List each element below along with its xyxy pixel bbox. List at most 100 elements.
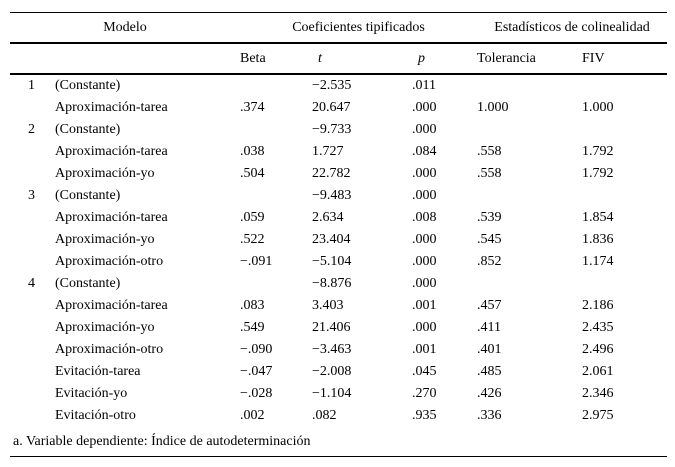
p-value: .000 bbox=[412, 166, 437, 181]
footnote-row: a. Variable dependiente: Índice de autod… bbox=[10, 427, 667, 457]
beta-value: .549 bbox=[240, 320, 265, 335]
variable-name: (Constante) bbox=[55, 188, 121, 203]
variable-name: Aproximación-otro bbox=[55, 254, 164, 269]
header-modelo: Modelo bbox=[10, 12, 240, 44]
model-number bbox=[10, 251, 55, 273]
beta-value: .038 bbox=[240, 144, 265, 159]
model-number bbox=[10, 229, 55, 251]
tolerancia-value: .539 bbox=[477, 210, 502, 225]
model-number bbox=[10, 317, 55, 339]
model-number bbox=[10, 361, 55, 383]
fiv-value: 1.792 bbox=[582, 144, 614, 159]
variable-name: Aproximación-yo bbox=[55, 166, 155, 181]
p-value: .935 bbox=[412, 408, 437, 423]
fiv-value: 2.496 bbox=[582, 342, 614, 357]
p-value: .000 bbox=[412, 254, 437, 269]
beta-value bbox=[240, 74, 312, 97]
p-value: .001 bbox=[412, 342, 437, 357]
t-value: 1.727 bbox=[312, 144, 344, 159]
model-number bbox=[10, 405, 55, 427]
beta-value bbox=[240, 119, 312, 141]
p-value: .000 bbox=[412, 232, 437, 247]
column-header-tolerancia: Tolerancia bbox=[477, 43, 583, 75]
tolerancia-value bbox=[477, 74, 582, 97]
fiv-value: 1.792 bbox=[582, 166, 614, 181]
variable-name: Evitación-otro bbox=[55, 408, 136, 423]
p-value: .000 bbox=[412, 188, 437, 203]
variable-name: Aproximación-yo bbox=[55, 232, 155, 247]
variable-name: (Constante) bbox=[55, 276, 121, 291]
fiv-value: 2.346 bbox=[582, 386, 614, 401]
p-value: .000 bbox=[412, 320, 437, 335]
column-header-fiv: FIV bbox=[582, 43, 668, 75]
p-value: .000 bbox=[412, 276, 437, 291]
variable-name: (Constante) bbox=[55, 122, 121, 137]
table-row: Aproximación-yo .522 23.404 .000 .545 1.… bbox=[10, 229, 667, 251]
tolerancia-value: .411 bbox=[477, 320, 501, 335]
variable-name: Aproximación-tarea bbox=[55, 144, 168, 159]
t-value: −3.463 bbox=[312, 342, 352, 357]
variable-name: Aproximación-tarea bbox=[55, 298, 168, 313]
column-header-empty bbox=[10, 43, 240, 75]
header-group-row: Modelo Coeficientes tipificados Estadíst… bbox=[10, 12, 668, 44]
tolerancia-value: .852 bbox=[477, 254, 502, 269]
beta-value: .374 bbox=[240, 100, 265, 115]
table-row: 4 (Constante) −8.876 .000 bbox=[10, 273, 667, 295]
column-header-t: t bbox=[312, 43, 412, 75]
t-value: 21.406 bbox=[312, 320, 351, 335]
column-header-beta: Beta bbox=[240, 43, 312, 75]
p-value: .008 bbox=[412, 210, 437, 225]
beta-value: .522 bbox=[240, 232, 265, 247]
table-row: 1 (Constante) −2.535 .011 bbox=[10, 74, 667, 97]
fiv-value: 1.854 bbox=[582, 210, 614, 225]
table-footnote: a. Variable dependiente: Índice de autod… bbox=[13, 433, 311, 449]
variable-name: Evitación-yo bbox=[55, 386, 128, 401]
table-row: Aproximación-otro −.090 −3.463 .001 .401… bbox=[10, 339, 667, 361]
variable-name: Aproximación-otro bbox=[55, 342, 164, 357]
variable-name: Evitación-tarea bbox=[55, 364, 141, 379]
tolerancia-value: .558 bbox=[477, 144, 502, 159]
model-number bbox=[10, 383, 55, 405]
fiv-value: 1.000 bbox=[582, 100, 614, 115]
model-number bbox=[10, 295, 55, 317]
model-number: 2 bbox=[28, 122, 35, 137]
fiv-value: 2.435 bbox=[582, 320, 614, 335]
model-number bbox=[10, 207, 55, 229]
beta-value: −.028 bbox=[240, 386, 273, 401]
table-row: Evitación-tarea −.047 −2.008 .045 .485 2… bbox=[10, 361, 667, 383]
p-value: .084 bbox=[412, 144, 437, 159]
t-value: −5.104 bbox=[312, 254, 352, 269]
model-number bbox=[10, 339, 55, 361]
t-value: −2.008 bbox=[312, 364, 352, 379]
table-row: Evitación-otro .002 .082 .935 .336 2.975 bbox=[10, 405, 667, 427]
tolerancia-value: .545 bbox=[477, 232, 502, 247]
model-number: 3 bbox=[28, 188, 35, 203]
fiv-value: 1.174 bbox=[582, 254, 614, 269]
fiv-value bbox=[582, 273, 667, 295]
t-value: −1.104 bbox=[312, 386, 352, 401]
t-value: 2.634 bbox=[312, 210, 344, 225]
beta-value: .504 bbox=[240, 166, 265, 181]
t-value: 23.404 bbox=[312, 232, 351, 247]
t-value: −9.733 bbox=[312, 122, 352, 137]
t-value: −8.876 bbox=[312, 276, 352, 291]
tolerancia-value bbox=[477, 185, 582, 207]
beta-value bbox=[240, 185, 312, 207]
table-row: Aproximación-tarea .083 3.403 .001 .457 … bbox=[10, 295, 667, 317]
beta-value: −.091 bbox=[240, 254, 273, 269]
t-value: 3.403 bbox=[312, 298, 344, 313]
table-row: Evitación-yo −.028 −1.104 .270 .426 2.34… bbox=[10, 383, 667, 405]
beta-value bbox=[240, 273, 312, 295]
fiv-value bbox=[582, 74, 667, 97]
tolerancia-value: .457 bbox=[477, 298, 502, 313]
table-row: Aproximación-tarea .374 20.647 .000 1.00… bbox=[10, 97, 667, 119]
table-row: Aproximación-tarea .059 2.634 .008 .539 … bbox=[10, 207, 667, 229]
p-value: .000 bbox=[412, 122, 437, 137]
table-row: 3 (Constante) −9.483 .000 bbox=[10, 185, 667, 207]
beta-value: .002 bbox=[240, 408, 265, 423]
tolerancia-value: .426 bbox=[477, 386, 502, 401]
variable-name: Aproximación-tarea bbox=[55, 210, 168, 225]
tolerancia-value bbox=[477, 119, 582, 141]
fiv-value: 1.836 bbox=[582, 232, 614, 247]
